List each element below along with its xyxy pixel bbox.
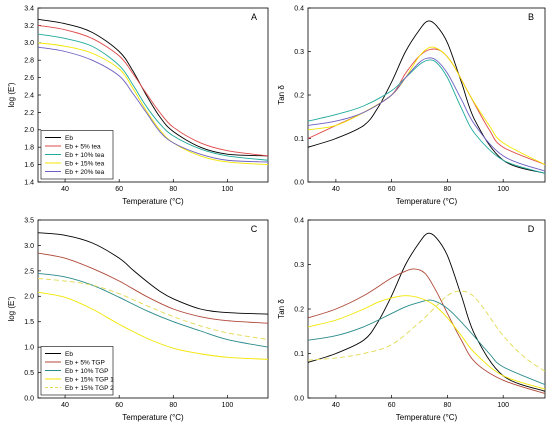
plot-frame <box>37 219 269 399</box>
chart-panel-B: 0.0 0.1 0.2 0.3 0.4 40 60 80 100 Temperature (°C)… <box>277 5 546 206</box>
x-tick-label: 40 <box>332 186 340 193</box>
x-axis-label: Temperature (°C) <box>396 197 458 206</box>
y-tick-label: 2.5 <box>24 268 34 275</box>
legend-entry-label: Eb + 10% TGP <box>65 368 108 375</box>
series-line-4 <box>308 290 545 372</box>
series-line-3 <box>308 46 545 165</box>
x-tick-label: 60 <box>115 402 123 409</box>
legend-entry-label: Eb + 5% tea <box>65 143 101 150</box>
x-tick-label: 80 <box>444 402 452 409</box>
x-axis-label: Temperature (°C) <box>122 197 184 206</box>
series-line-1 <box>38 252 268 324</box>
y-tick-label: 1.8 <box>24 145 34 152</box>
y-axis-label: log (E') <box>7 296 16 321</box>
y-tick-label: 0.3 <box>294 49 304 56</box>
series-line-0 <box>308 20 545 174</box>
y-axis-label: log (E') <box>7 82 16 107</box>
x-tick-label: 60 <box>115 186 123 193</box>
legend-entry-label: Eb + 20% tea <box>65 169 105 176</box>
y-tick-label: 0.2 <box>294 306 304 313</box>
series-line-0 <box>38 232 268 315</box>
y-tick-label: 1.6 <box>24 162 34 169</box>
series-line-3 <box>38 42 268 166</box>
panel-label: D <box>528 224 535 234</box>
y-tick-label: 2.8 <box>24 58 34 65</box>
chart-panel-C: 0.0 0.5 1.0 1.5 2.0 2.5 3.0 3.5 40 60 80 100 Tempera… <box>7 217 269 422</box>
x-tick-label: 80 <box>169 186 177 193</box>
series-line-1 <box>38 24 268 157</box>
y-tick-label: 2.0 <box>24 127 34 134</box>
x-tick-label: 80 <box>444 186 452 193</box>
series-line-4 <box>308 57 545 172</box>
x-tick-label: 40 <box>332 402 340 409</box>
legend-entry-label: Eb + 10% tea <box>65 152 105 159</box>
plot-frame <box>307 219 546 399</box>
panel-label: C <box>251 224 258 234</box>
series-line-2 <box>38 33 268 161</box>
series-line-3 <box>38 291 268 360</box>
y-tick-label: 3.4 <box>24 5 34 12</box>
y-tick-label: 0.4 <box>294 5 304 12</box>
legend-entry-label: Eb <box>65 351 73 358</box>
series-line-0 <box>308 232 545 392</box>
y-tick-label: 3.5 <box>24 217 34 224</box>
chart-panel-A: 1.4 1.6 1.8 2.0 2.2 2.4 2.6 2.8 3.0 3.2 3.4 40 60 80 1… <box>7 5 269 206</box>
series-line-1 <box>308 268 545 394</box>
y-tick-label: 0.5 <box>24 370 34 377</box>
y-tick-label: 0.1 <box>294 136 304 143</box>
x-tick-label: 100 <box>222 402 234 409</box>
y-tick-label: 1.5 <box>24 319 34 326</box>
y-axis-label: Tan δ <box>277 85 286 105</box>
x-axis-label: Temperature (°C) <box>396 413 458 422</box>
legend-entry-label: Eb + 15% TGP 2 <box>65 385 114 392</box>
x-tick-label: 100 <box>497 186 509 193</box>
y-tick-label: 0.3 <box>294 262 304 269</box>
y-tick-label: 2.2 <box>24 110 34 117</box>
x-tick-label: 100 <box>222 186 234 193</box>
x-tick-label: 100 <box>497 402 509 409</box>
chart-panel-D: 0.0 0.1 0.2 0.3 0.4 40 60 80 100 Temperature (°C)… <box>277 217 546 422</box>
series-line-2 <box>308 59 545 174</box>
x-tick-label: 40 <box>61 186 69 193</box>
series-line-2 <box>38 272 268 348</box>
x-tick-label: 60 <box>388 402 396 409</box>
y-tick-label: 0.2 <box>294 92 304 99</box>
y-tick-label: 0.0 <box>294 179 304 186</box>
y-tick-label: 1.4 <box>24 179 34 186</box>
series-line-4 <box>38 278 268 340</box>
x-tick-label: 40 <box>61 402 69 409</box>
y-tick-label: 0.0 <box>24 395 34 402</box>
panel-label: A <box>251 12 257 22</box>
series-line-3 <box>308 295 545 390</box>
x-axis-label: Temperature (°C) <box>122 413 184 422</box>
plot-frame <box>307 7 546 183</box>
y-tick-label: 0.4 <box>294 217 304 224</box>
panel-label: B <box>528 12 534 22</box>
x-tick-label: 80 <box>169 402 177 409</box>
y-tick-label: 3.0 <box>24 40 34 47</box>
legend-entry-label: Eb <box>65 135 73 142</box>
y-tick-label: 0.1 <box>294 351 304 358</box>
y-tick-label: 2.0 <box>24 294 34 301</box>
y-axis-label: Tan δ <box>277 299 286 319</box>
series-line-4 <box>38 46 268 163</box>
legend-entry-label: Eb + 5% TGP <box>65 359 105 366</box>
y-tick-label: 3.2 <box>24 23 34 30</box>
y-tick-label: 1.0 <box>24 345 34 352</box>
y-tick-label: 3.0 <box>24 243 34 250</box>
y-tick-label: 2.4 <box>24 92 34 99</box>
legend-entry-label: Eb + 15% TGP 1 <box>65 376 114 383</box>
legend-entry-label: Eb + 15% tea <box>65 160 105 167</box>
series-line-1 <box>308 48 545 166</box>
series-line-2 <box>308 299 545 386</box>
series-line-0 <box>38 18 268 157</box>
x-tick-label: 60 <box>388 186 396 193</box>
y-tick-label: 2.6 <box>24 75 34 82</box>
y-tick-label: 0.0 <box>294 395 304 402</box>
